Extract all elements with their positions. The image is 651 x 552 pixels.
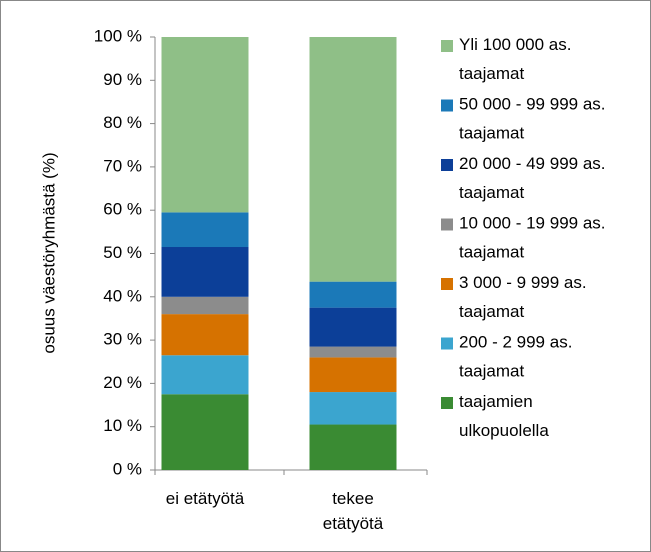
x-tick-label: tekee etätyötä bbox=[323, 489, 384, 533]
legend-marker bbox=[441, 278, 453, 290]
legend-marker bbox=[441, 337, 453, 350]
legend-label: 50 000 - 99 999 as. taajamat bbox=[459, 95, 606, 143]
legend-label: taajamien ulkopuolella bbox=[459, 392, 549, 440]
bar-segment bbox=[161, 212, 249, 248]
y-tick-label: 60 % bbox=[103, 200, 142, 219]
x-tick-label: ei etätyötä bbox=[166, 489, 245, 508]
bar-segment bbox=[161, 394, 249, 470]
bar-segment bbox=[309, 37, 397, 282]
y-tick-label: 10 % bbox=[103, 416, 142, 435]
bar-segment bbox=[309, 307, 397, 347]
y-tick-label: 50 % bbox=[103, 243, 142, 262]
y-tick-label: 0 % bbox=[113, 459, 142, 478]
legend-label: 200 - 2 999 as. taajamat bbox=[459, 333, 572, 381]
y-tick-label: 30 % bbox=[103, 330, 142, 349]
bar-segment bbox=[161, 314, 249, 356]
y-tick-label: 20 % bbox=[103, 373, 142, 392]
legend-marker bbox=[441, 218, 453, 231]
legend-marker bbox=[441, 99, 453, 112]
bar-segment bbox=[309, 346, 397, 358]
legend-label: Yli 100 000 as. taajamat bbox=[459, 35, 571, 83]
legend-label: 3 000 - 9 999 as. taajamat bbox=[459, 273, 587, 321]
bar-segment bbox=[161, 355, 249, 395]
y-tick-label: 70 % bbox=[103, 156, 142, 175]
legend-label: 20 000 - 49 999 as. taajamat bbox=[459, 154, 606, 202]
legend-marker bbox=[441, 40, 453, 52]
y-tick-label: 100 % bbox=[94, 26, 142, 45]
y-axis-label: osuus väestöryhmästä (%) bbox=[39, 152, 58, 353]
legend-marker bbox=[441, 159, 453, 171]
y-tick-label: 90 % bbox=[103, 70, 142, 89]
bar-segment bbox=[161, 296, 249, 315]
y-tick-label: 80 % bbox=[103, 113, 142, 132]
y-tick-label: 40 % bbox=[103, 286, 142, 305]
bar-segment bbox=[161, 37, 249, 213]
bar-segment bbox=[309, 357, 397, 393]
legend-marker bbox=[441, 397, 453, 409]
bar-segment bbox=[309, 392, 397, 425]
bar-segment bbox=[161, 247, 249, 297]
legend-label: 10 000 - 19 999 as. taajamat bbox=[459, 214, 606, 262]
bar-segment bbox=[309, 281, 397, 308]
bar-segment bbox=[309, 424, 397, 470]
